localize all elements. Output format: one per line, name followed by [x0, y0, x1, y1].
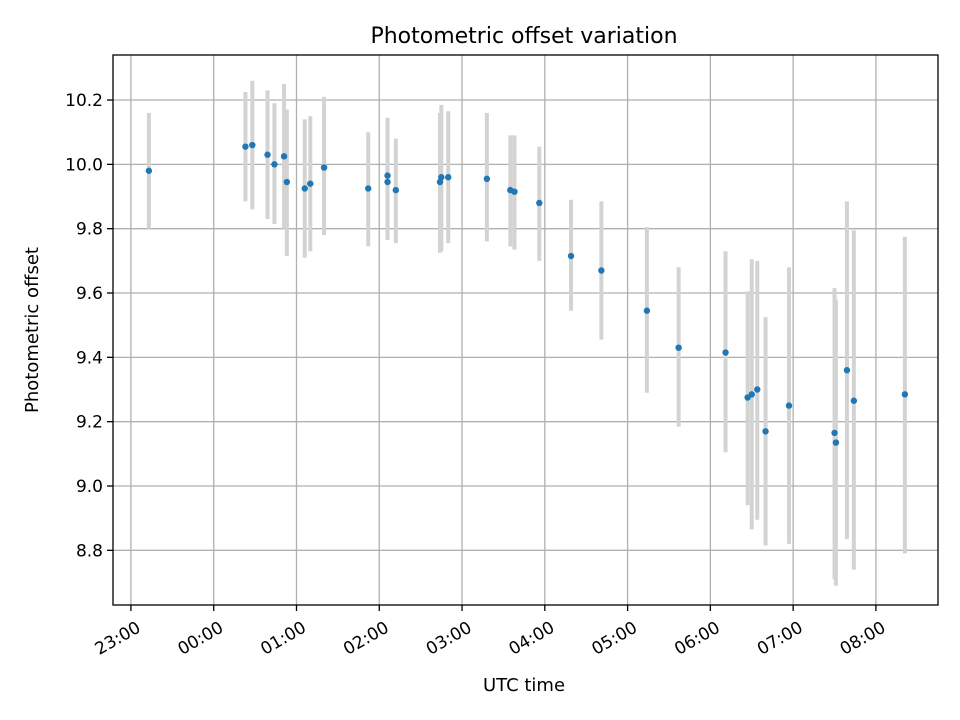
data-point [145, 167, 153, 174]
data-point [438, 174, 445, 181]
y-tick-label: 9.6 [76, 284, 103, 304]
data-point [384, 178, 391, 186]
data-point [384, 172, 391, 179]
data-point [511, 188, 518, 195]
chart-title: Photometric offset variation [370, 24, 677, 49]
y-tick-label: 9.0 [76, 477, 103, 497]
data-point [598, 267, 605, 274]
data-point [754, 386, 761, 393]
data-point [445, 174, 452, 181]
y-axis-ticks: 8.8 9.0 9.2 9.4 9.6 9.8 10.0 10.2 [65, 91, 113, 561]
y-tick-label: 9.4 [76, 348, 103, 368]
data-point [536, 199, 543, 207]
data-point [242, 143, 249, 150]
data-point [901, 391, 909, 398]
data-point [483, 175, 491, 183]
data-point [271, 161, 278, 168]
y-tick-label: 10.2 [65, 91, 103, 111]
data-point [365, 185, 372, 192]
data-point [436, 178, 444, 186]
y-tick-label: 10.0 [65, 155, 103, 175]
data-point [831, 429, 838, 437]
data-point [283, 178, 291, 186]
x-axis-label: UTC time [483, 675, 565, 696]
data-point [785, 402, 793, 409]
data-point [748, 391, 755, 398]
data-point [301, 185, 308, 192]
data-point [249, 141, 256, 149]
data-point [850, 397, 858, 404]
data-point [843, 367, 851, 374]
plot-frame [112, 54, 939, 606]
data-point [832, 439, 840, 446]
data-point [675, 344, 682, 351]
data-point [722, 349, 729, 356]
y-tick-label: 8.8 [76, 541, 103, 561]
data-point [280, 153, 288, 160]
data-point [643, 307, 651, 314]
data-point [264, 151, 271, 158]
y-tick-label: 9.8 [76, 220, 103, 240]
data-point [567, 252, 575, 260]
grid-lines [113, 55, 938, 605]
data-points [145, 141, 909, 446]
y-axis-label: Photometric offset [22, 247, 43, 413]
data-point [392, 186, 400, 194]
data-point [307, 180, 314, 187]
data-point [762, 428, 769, 435]
y-tick-label: 9.2 [76, 413, 103, 433]
data-point [320, 164, 328, 171]
